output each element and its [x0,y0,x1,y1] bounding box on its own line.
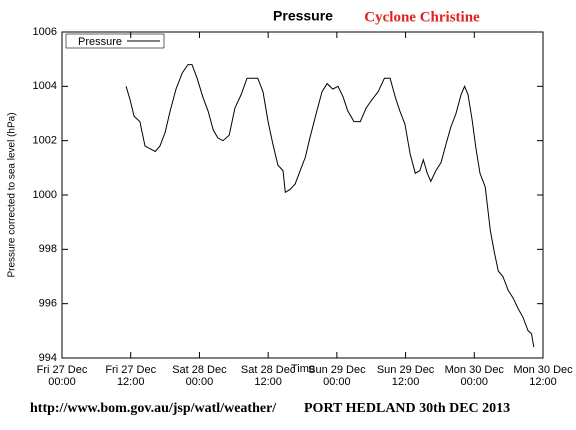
x-tick-label: 12:00 [254,376,282,388]
x-tick-label: Sat 28 Dec [241,364,296,376]
pressure-line [125,64,535,348]
x-tick-label: Mon 30 Dec [513,364,573,376]
y-tick-label: 1004 [33,80,57,92]
x-tick-label: Fri 27 Dec [37,364,88,376]
y-axis-label: Pressure corrected to sea level (hPa) [7,112,18,277]
x-tick-label: 12:00 [392,376,420,388]
chart-title: Pressure [273,8,333,24]
y-tick-label: 1002 [33,135,57,147]
legend [65,33,165,49]
x-tick-label: 12:00 [529,376,557,388]
x-tick-label: Sun 29 Dec [308,364,366,376]
y-tick-label: 996 [39,298,57,310]
x-tick-label: Sat 28 Dec [172,364,227,376]
y-tick-label: 1000 [33,189,57,201]
legend-label: Pressure [78,36,122,48]
plot-frame [61,31,544,359]
x-tick-label: Fri 27 Dec [105,364,156,376]
x-tick-label: 00:00 [48,376,76,388]
x-tick-label: 00:00 [186,376,214,388]
x-tick-label: 12:00 [117,376,145,388]
y-tick-label: 1006 [33,26,57,38]
y-tick-label: 994 [39,352,57,364]
footer-location: PORT HEDLAND 30th DEC 2013 [304,401,510,416]
x-tick-label: 00:00 [323,376,351,388]
x-axis-label: Time [291,363,315,375]
x-tick-label: Mon 30 Dec [445,364,505,376]
footer-url: http://www.bom.gov.au/jsp/watl/weather/ [30,401,277,416]
x-tick-label: 00:00 [461,376,489,388]
x-tick-label: Sun 29 Dec [377,364,435,376]
y-tick-label: 998 [39,243,57,255]
chart-subtitle: Cyclone Christine [364,9,480,25]
